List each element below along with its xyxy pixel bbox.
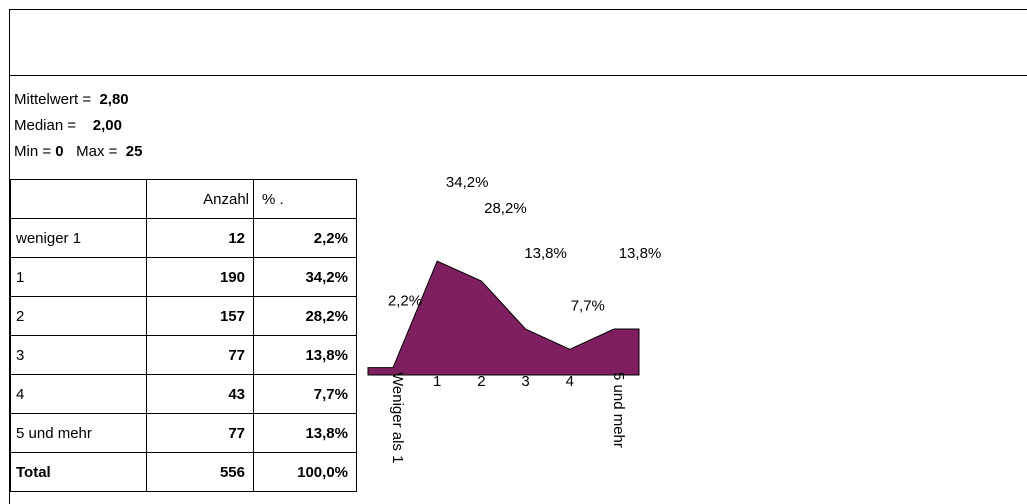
table-cell: 2 (10, 296, 147, 336)
x-tick-label: 1 (433, 373, 441, 390)
table-row: 3 77 13,8% (10, 335, 357, 375)
header-cell: % . (253, 179, 357, 219)
frequency-table: Anzahl% . weniger 1 12 2,2% 1 190 34,2% 2 157 28,… (10, 179, 357, 492)
table-row: 4 43 7,7% (10, 374, 357, 414)
min-value: 0 (55, 143, 64, 160)
table-cell: 5 und mehr (10, 413, 147, 453)
table-cell: 13,8% (253, 413, 357, 453)
table-cell: 2,2% (253, 218, 357, 258)
mean-label: Mittelwert = (14, 91, 92, 108)
min-max: Min = 0 Max = 25 (14, 143, 142, 160)
left-border (9, 74, 10, 504)
table-cell: 100,0% (253, 452, 357, 492)
max-label: Max = (76, 143, 118, 160)
table-cell: 13,8% (253, 335, 357, 375)
data-label: 13,8% (619, 245, 662, 262)
table-cell: weniger 1 (10, 218, 147, 258)
x-tick-label: 3 (521, 373, 529, 390)
data-label: 7,7% (571, 297, 605, 314)
mean-value: 2,80 (99, 91, 129, 108)
table-row: 2 157 28,2% (10, 296, 357, 336)
table-cell: 28,2% (253, 296, 357, 336)
x-tick-label: 4 (566, 373, 574, 390)
table-cell: 556 (146, 452, 254, 492)
table-row: 5 und mehr 77 13,8% (10, 413, 357, 453)
median: Median = 2,00 (14, 117, 122, 134)
header-box (9, 9, 1027, 76)
x-tick-label: 2 (477, 373, 485, 390)
median-label: Median = (14, 117, 77, 134)
table-cell: 1 (10, 257, 147, 297)
data-label: 13,8% (524, 245, 567, 262)
min-label: Min = (14, 143, 52, 160)
max-value: 25 (125, 143, 143, 160)
x-tick-label: Weniger als 1 (389, 372, 406, 463)
data-label: 2,2% (388, 293, 422, 310)
header-cell: Anzahl (146, 179, 254, 219)
header-row: Anzahl% . (10, 179, 357, 219)
table-cell: 4 (10, 374, 147, 414)
data-label: 34,2% (446, 174, 489, 191)
data-label: 28,2% (484, 200, 527, 217)
table-body: Anzahl% . weniger 1 12 2,2% 1 190 34,2% 2 157 28,… (10, 179, 357, 492)
table-row: 1 190 34,2% (10, 257, 357, 297)
table-cell: 190 (146, 257, 254, 297)
table-cell: Total (10, 452, 147, 492)
area (367, 260, 640, 376)
table-cell: 7,7% (253, 374, 357, 414)
x-tick-label: 5 und mehr (610, 372, 627, 448)
median-value: 2,00 (92, 117, 122, 134)
mean: Mittelwert = 2,80 (14, 91, 129, 108)
total-row: Total 556 100,0% (10, 452, 357, 492)
